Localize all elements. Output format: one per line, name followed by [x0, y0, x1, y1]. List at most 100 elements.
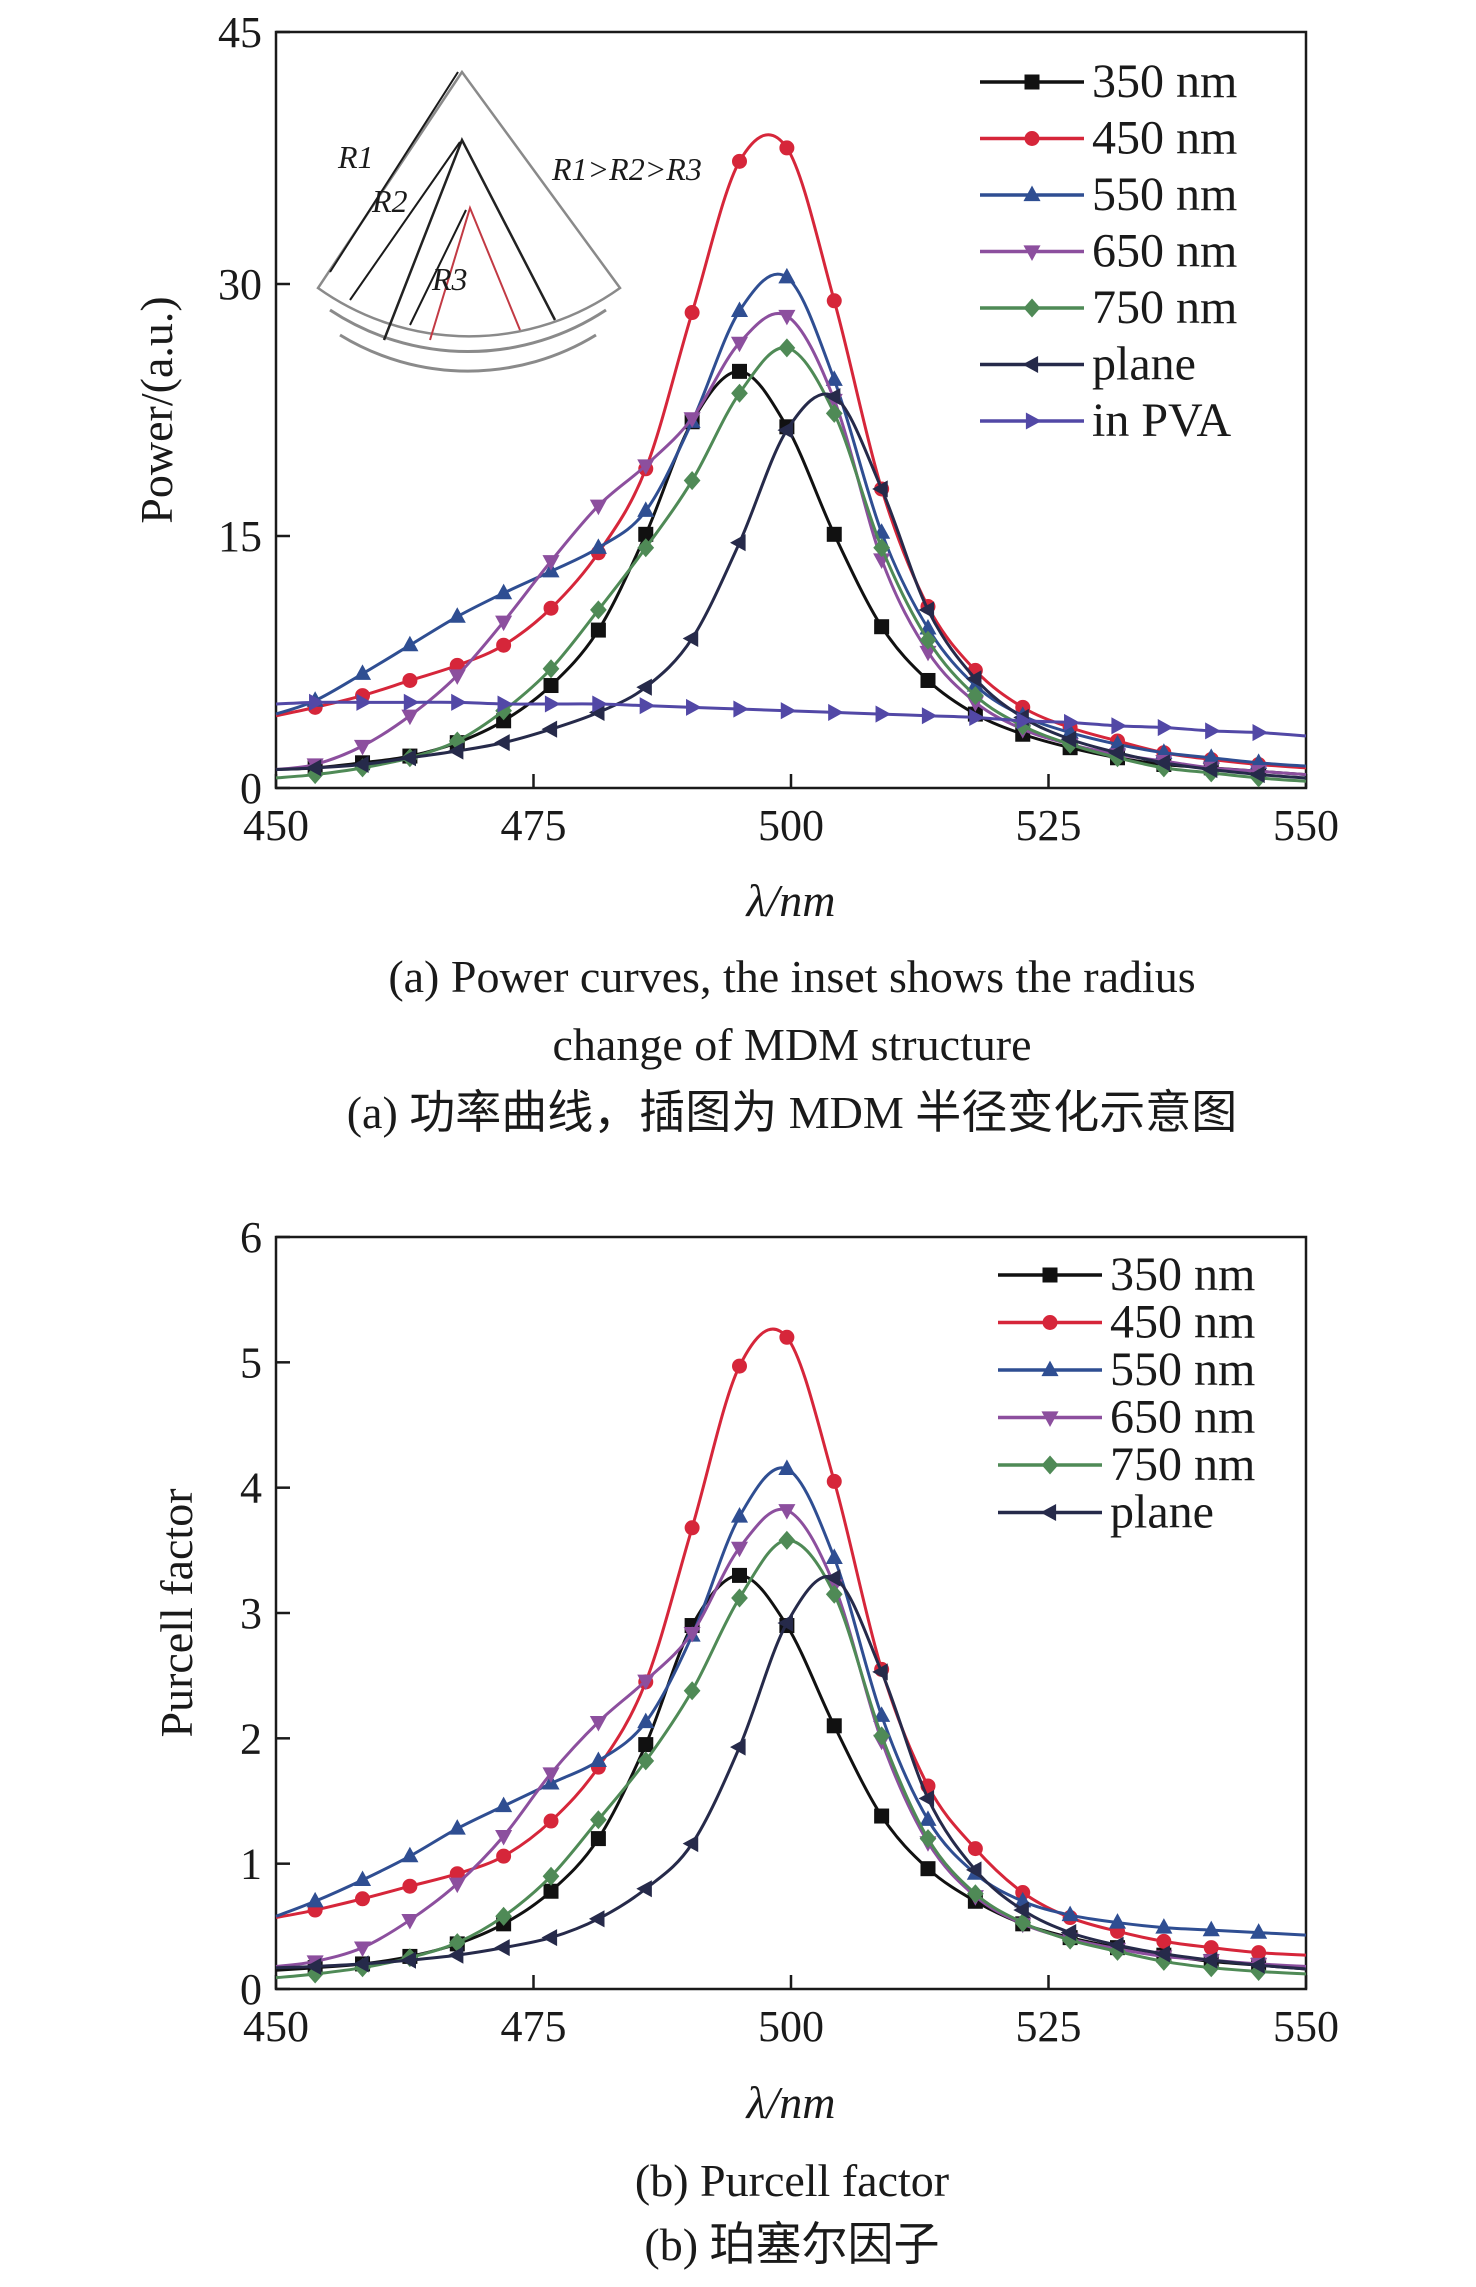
legend-marker [1024, 131, 1040, 146]
data-point [306, 1891, 324, 1908]
data-point [309, 693, 325, 711]
data-point [730, 534, 746, 552]
series-markers [309, 693, 1269, 742]
data-point [401, 709, 419, 726]
series-group [275, 1327, 1307, 1984]
inset-arc-inner [329, 308, 607, 353]
data-point [495, 583, 513, 600]
y-axis-label: Purcell factor [151, 1488, 202, 1737]
data-point [1016, 712, 1033, 730]
series-line [275, 1507, 1307, 1968]
inset-label-r1: R1 [337, 139, 374, 175]
data-point [496, 637, 512, 653]
data-point [686, 698, 702, 716]
data-point [826, 293, 842, 309]
data-point [1154, 754, 1170, 772]
data-point [543, 1813, 559, 1829]
data-point [639, 697, 656, 715]
legend-item: in PVA [980, 394, 1232, 447]
data-point [684, 305, 700, 321]
inset-label-r3: R3 [431, 261, 468, 297]
x-tick-label: 500 [758, 2002, 824, 2051]
data-point [543, 678, 559, 694]
data-point [969, 708, 985, 726]
legend-label: 450 nm [1110, 1296, 1255, 1349]
series-line [275, 1538, 1307, 1980]
y-tick-label: 2 [240, 1714, 262, 1763]
data-point [918, 1789, 935, 1808]
data-point [403, 693, 420, 711]
y-tick-label: 15 [218, 512, 262, 561]
data-point [872, 1663, 888, 1681]
data-point [1154, 1945, 1170, 1963]
data-point [919, 1810, 937, 1826]
data-point [542, 555, 560, 571]
x-tick-label: 550 [1273, 801, 1339, 850]
legend-marker [1023, 245, 1041, 261]
legend-label: in PVA [1092, 394, 1232, 447]
data-point [402, 1878, 418, 1894]
data-point [965, 670, 982, 688]
data-point [778, 267, 796, 284]
data-point [637, 459, 655, 475]
legend-item: 350 nm [998, 1248, 1255, 1301]
data-point [401, 635, 419, 652]
legend-marker [1040, 1503, 1057, 1522]
data-point [496, 1848, 512, 1864]
data-point [825, 370, 843, 386]
data-point [494, 734, 510, 752]
axis-ticks: 450 475 500 525 550 0 15 30 45 [218, 8, 1339, 850]
data-point [874, 1808, 890, 1824]
series-markers [307, 1567, 1267, 1976]
data-point [542, 1866, 560, 1886]
data-point [731, 383, 748, 403]
data-point [590, 622, 606, 638]
inset-inner-sector [429, 205, 521, 341]
data-point [355, 1891, 371, 1907]
caption-zh: (a) 功率曲线，插图为 MDM 半径变化示意图 [347, 1087, 1238, 1138]
series-line [275, 1573, 1307, 1972]
data-point [778, 1459, 796, 1475]
data-point [1061, 1905, 1079, 1922]
data-point [873, 1706, 891, 1722]
legend-marker [1041, 1360, 1059, 1377]
data-point [1201, 760, 1218, 779]
x-axis-label: λ/nm [745, 2077, 836, 2128]
data-point [353, 755, 369, 774]
inset-r3-arrow [409, 209, 467, 326]
data-point [353, 1941, 372, 1958]
inset-arc-bottom [339, 333, 597, 373]
data-point [919, 630, 937, 650]
inset-middle-sector [382, 136, 557, 341]
data-point [543, 600, 559, 616]
data-point [874, 619, 890, 635]
data-point [1156, 1933, 1172, 1949]
data-point [826, 1473, 842, 1489]
data-point [967, 686, 984, 706]
x-tick-label: 550 [1273, 2002, 1339, 2051]
data-point [637, 1712, 655, 1729]
data-point [730, 301, 749, 317]
legend-marker [1025, 412, 1042, 430]
data-point [305, 759, 322, 777]
inset-r2-arrow [349, 141, 461, 301]
legend-label: 550 nm [1092, 168, 1237, 221]
inset-r1-arrow [329, 71, 459, 273]
y-tick-label: 5 [240, 1338, 262, 1387]
data-point [448, 1877, 466, 1894]
data-point [541, 720, 558, 738]
y-tick-label: 0 [240, 764, 262, 813]
data-point [542, 659, 560, 679]
data-point [1155, 1918, 1173, 1934]
y-tick-label: 45 [218, 8, 262, 57]
y-tick-label: 30 [218, 260, 262, 309]
data-point [592, 695, 608, 713]
data-point [683, 471, 701, 491]
y-tick-label: 1 [240, 1840, 262, 1889]
data-point [1205, 722, 1221, 740]
data-point [825, 1584, 843, 1604]
data-point [1060, 730, 1077, 748]
inset-relation: R1>R2>R3 [551, 151, 702, 187]
